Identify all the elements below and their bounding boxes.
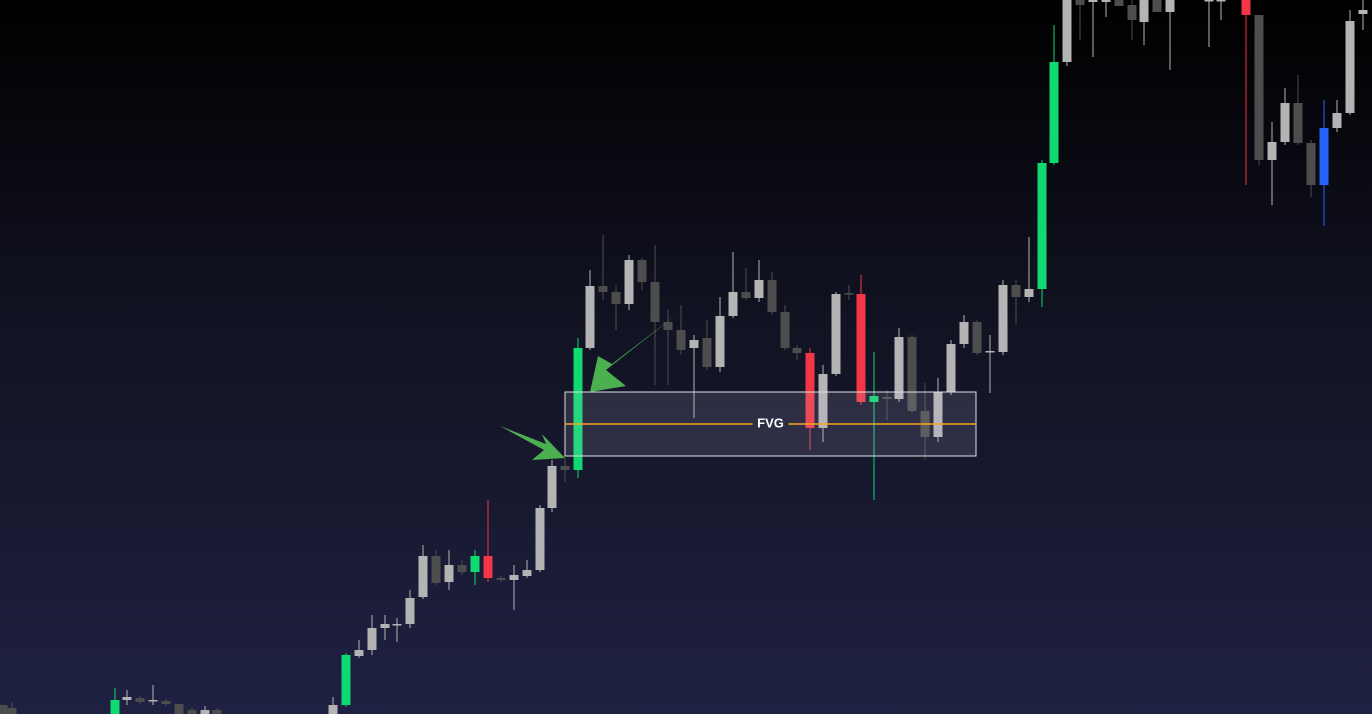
- candle-body: [959, 322, 969, 344]
- candle-body: [728, 292, 738, 316]
- candle-body: [1204, 0, 1214, 2]
- candle-body: [367, 628, 377, 650]
- candle-body: [1101, 0, 1111, 2]
- candle-body: [831, 294, 841, 374]
- candle-body: [1241, 0, 1251, 15]
- candle-body: [1152, 0, 1162, 12]
- candle-body: [483, 556, 493, 578]
- candle-body: [1139, 0, 1149, 22]
- candle-body: [1306, 143, 1316, 185]
- candle-body: [818, 374, 828, 428]
- candle-body: [741, 292, 751, 298]
- candle-body: [650, 282, 660, 322]
- candle-body: [624, 260, 634, 304]
- candle-body: [187, 710, 197, 714]
- candle-body: [470, 556, 480, 572]
- candle-body: [1216, 0, 1226, 2]
- candle-body: [1319, 128, 1329, 185]
- candle-body: [1280, 103, 1290, 142]
- candle-body: [715, 316, 725, 367]
- candle-body: [767, 280, 777, 312]
- candle-body: [522, 570, 532, 576]
- candle-body: [1088, 0, 1098, 2]
- candle-body: [663, 322, 673, 330]
- candle-body: [676, 330, 686, 350]
- candle-body: [1075, 0, 1085, 5]
- candle-body: [1037, 163, 1047, 289]
- candle-body: [341, 655, 351, 705]
- candle-body: [1345, 21, 1355, 113]
- candle-body: [611, 292, 621, 304]
- candle-body: [869, 396, 879, 402]
- candle-body: [444, 565, 454, 582]
- candle-body: [946, 344, 956, 392]
- candle-body: [7, 708, 17, 714]
- candle-body: [328, 705, 338, 714]
- candle-body: [0, 705, 8, 714]
- candle-body: [1024, 289, 1034, 297]
- fvg-label: FVG: [757, 415, 784, 430]
- fvg-zone: FVG: [564, 391, 977, 457]
- candle-body: [535, 508, 545, 570]
- candle-body: [174, 704, 184, 714]
- candle-body: [907, 337, 917, 411]
- candle-body: [856, 294, 866, 402]
- candle-body: [754, 280, 764, 298]
- candle-body: [972, 322, 982, 353]
- candle-body: [148, 700, 158, 702]
- candle-body: [1332, 113, 1342, 128]
- candle-body: [1114, 0, 1124, 6]
- candle-body: [560, 466, 570, 470]
- candle-body: [805, 353, 815, 428]
- candle-body: [418, 556, 428, 597]
- candle-body: [380, 624, 390, 628]
- candle-body: [161, 701, 171, 704]
- candle-body: [1062, 0, 1072, 62]
- candle-body: [110, 700, 120, 714]
- candle-body: [894, 337, 904, 399]
- candle-body: [573, 348, 583, 470]
- candle-body: [792, 348, 802, 353]
- candle-body: [985, 351, 995, 353]
- candle-body: [122, 697, 132, 700]
- candle-body: [200, 710, 210, 714]
- candle-body: [1293, 103, 1303, 143]
- candle-body: [1127, 5, 1137, 20]
- candle-body: [689, 340, 699, 348]
- candle-body: [998, 285, 1008, 352]
- candle-body: [392, 624, 402, 626]
- candle-body: [1267, 142, 1277, 160]
- candle-body: [933, 392, 943, 437]
- candle-body: [1165, 0, 1175, 12]
- candle-body: [882, 397, 892, 399]
- candle-body: [1358, 10, 1368, 14]
- candle-body: [354, 650, 364, 656]
- candle-body: [1049, 62, 1059, 163]
- candle-body: [1011, 285, 1021, 297]
- candle-body: [780, 312, 790, 348]
- candle-body: [509, 575, 519, 580]
- candle-body: [844, 293, 854, 295]
- candle-body: [405, 598, 415, 624]
- arrow: [500, 426, 565, 460]
- candle-body: [547, 466, 557, 508]
- candle-body: [637, 260, 647, 282]
- candle-body: [1254, 15, 1264, 160]
- candle-body: [598, 286, 608, 292]
- candle-body: [702, 338, 712, 367]
- candle-body: [585, 286, 595, 348]
- candle-body: [496, 578, 506, 580]
- candle-body: [431, 556, 441, 583]
- candle-body: [457, 565, 467, 572]
- arrow: [590, 312, 680, 392]
- candle-body: [135, 698, 145, 702]
- candle-body: [212, 710, 222, 714]
